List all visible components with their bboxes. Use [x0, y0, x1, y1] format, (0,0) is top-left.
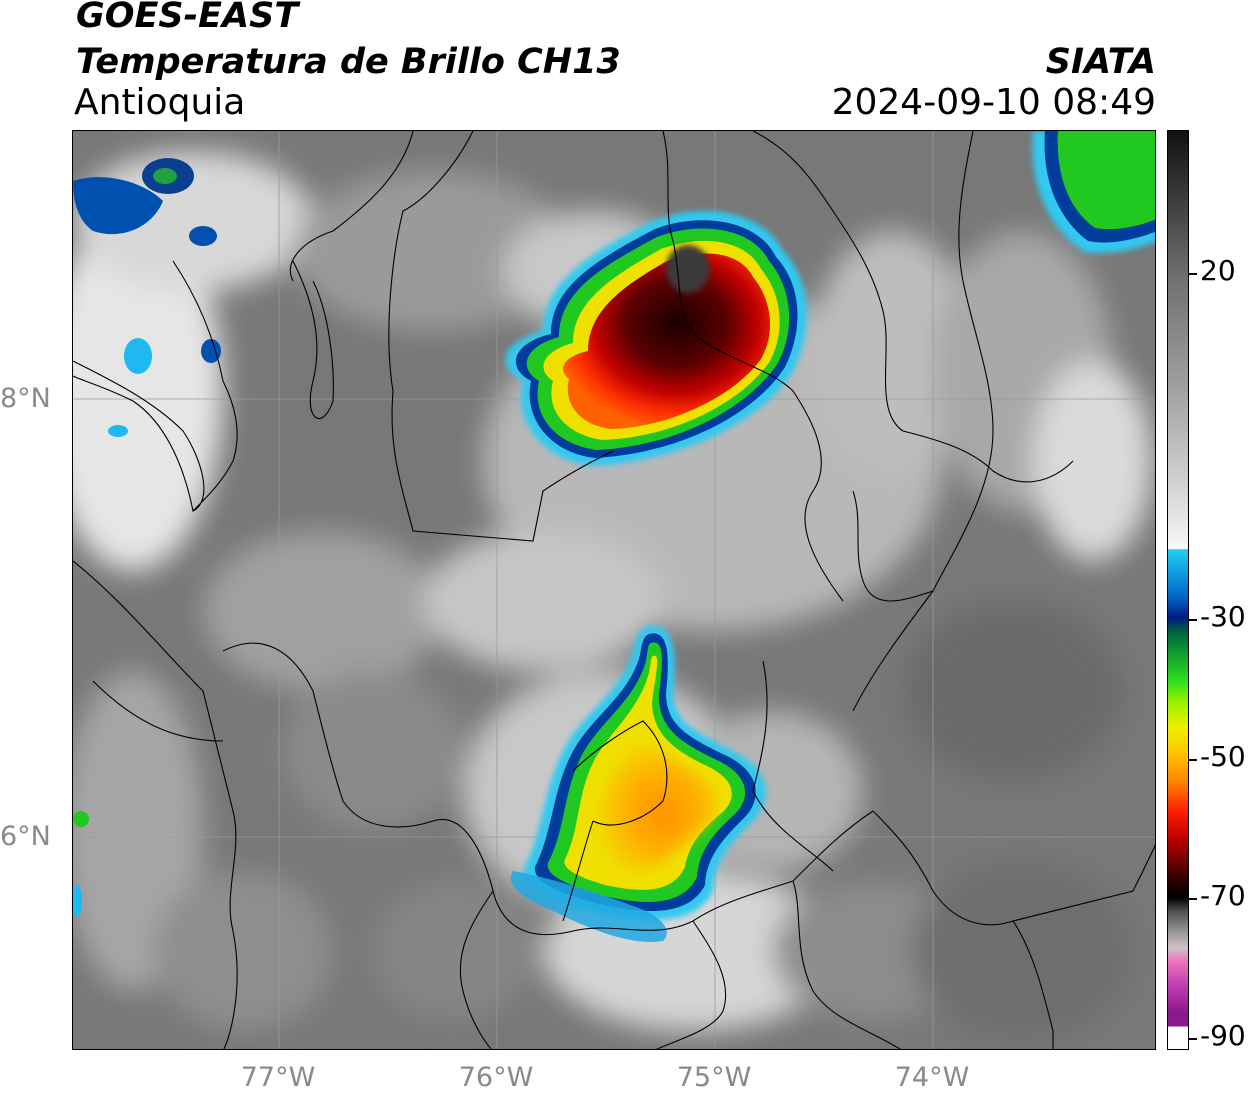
northwest-cloud-cells	[73, 158, 221, 917]
lon-label-77w: 77°W	[240, 1062, 316, 1093]
satellite-map[interactable]	[72, 130, 1156, 1050]
colorbar-label: -50	[1200, 740, 1246, 773]
map-image	[73, 131, 1155, 1049]
agency-label: SIATA	[1045, 42, 1156, 82]
northeast-storm	[1032, 131, 1155, 253]
northern-storm	[505, 211, 807, 466]
lat-label-6n: 6°N	[0, 821, 51, 852]
colorbar-label: -90	[1200, 1019, 1246, 1052]
colorbar-label: -70	[1200, 879, 1246, 912]
colorbar-tick	[1189, 273, 1197, 275]
southern-storm	[510, 625, 767, 942]
lon-label-75w: 75°W	[676, 1062, 752, 1093]
product-title: Temperatura de Brillo CH13	[76, 42, 621, 82]
colorbar-label: -30	[1200, 600, 1246, 633]
lon-label-74w: 74°W	[894, 1062, 970, 1093]
datetime-label: 2024-09-10 08:49	[831, 82, 1156, 123]
colorbar-tick	[1189, 898, 1197, 900]
boundaries	[73, 131, 1155, 1049]
colorbar-label: 20	[1200, 254, 1236, 287]
colorbar-tick	[1189, 1038, 1197, 1040]
lon-label-76w: 76°W	[458, 1062, 534, 1093]
lat-label-8n: 8°N	[0, 383, 51, 414]
colorbar-tick	[1189, 759, 1197, 761]
colorbar-tick	[1189, 619, 1197, 621]
region-label: Antioquia	[74, 82, 246, 123]
satellite-title: GOES-EAST	[76, 0, 299, 36]
colorbar	[1167, 130, 1189, 1050]
